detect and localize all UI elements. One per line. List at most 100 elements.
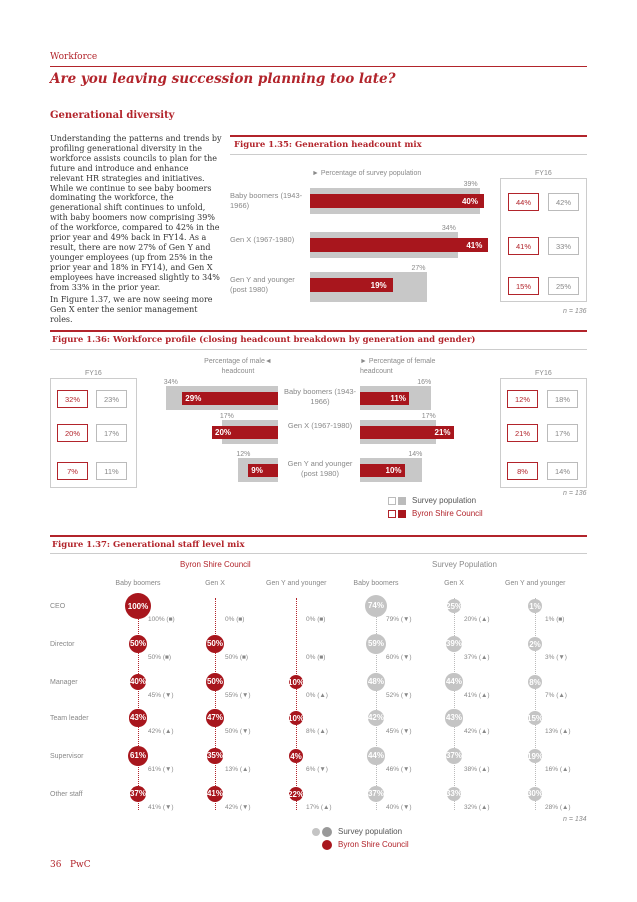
fig137-survey-sub: 16% (▲) (545, 766, 571, 773)
fig137-title: Figure 1.37: Generational staff level mi… (52, 540, 245, 550)
fig137-survey-sub: 38% (▲) (464, 766, 490, 773)
fig137-survey-bubble: 19% (527, 749, 543, 763)
body-para-1: Understanding the patterns and trends by… (50, 134, 222, 292)
fig137-council-bubble: 100% (125, 593, 151, 619)
fig137-rule (50, 535, 587, 537)
fig137-survey-sub: 45% (▼) (386, 728, 412, 735)
fig136-right-panel (500, 378, 587, 488)
fig135-fy-panel (500, 178, 587, 302)
fig136-legend-council-swatch2 (398, 510, 406, 518)
fig137-row-label: Supervisor (50, 753, 84, 760)
fig136-box-left-council: 32% (57, 390, 88, 408)
fig137-row-label: CEO (50, 603, 66, 610)
fig136-title: Figure 1.36: Workforce profile (closing … (52, 335, 476, 345)
fig136-box-left-survey: 17% (96, 424, 127, 442)
fig137-council-sub: 6% (▼) (306, 766, 328, 773)
fig137-survey-bubble: 2% (528, 637, 542, 651)
fig137-council-bubble: 10% (288, 711, 304, 725)
fig137-council-bubble: 41% (206, 785, 224, 803)
fig136-box-right-council: 21% (507, 424, 538, 442)
fig135-fy: FY16 (535, 170, 552, 177)
fig137-council-sub: 0% (■) (306, 654, 326, 661)
fig135-bar-council: 40% (310, 194, 484, 208)
fig136-row-label: Gen X (1967-1980) (287, 421, 353, 430)
fig135-row-label: Gen X (1967-1980) (230, 235, 295, 244)
fig136-box-right-survey: 17% (547, 424, 578, 442)
fig136-row-label: Baby boomers (1943-1966) (283, 387, 357, 406)
fig137-survey-sub: 1% (■) (545, 616, 565, 623)
fig137-survey-sub: 37% (▲) (464, 654, 490, 661)
fig136-fy-right: FY16 (535, 370, 552, 377)
fig135-rule (230, 135, 587, 137)
fig135-box-council: 41% (508, 237, 539, 255)
fig137-council-bubble: 47% (206, 709, 224, 727)
fig135-note: n = 136 (563, 308, 587, 315)
fig137-council-sub: 42% (▼) (225, 804, 251, 811)
fig137-survey-bubble: 43% (445, 709, 463, 727)
fig137-council-sub: 0% (▲) (306, 692, 328, 699)
fig137-row-label: Other staff (50, 791, 83, 798)
fig137-council-sub: 50% (▼) (225, 728, 251, 735)
fig137-legend-council-dot (322, 840, 332, 850)
fig137-survey-bubble: 37% (446, 748, 462, 764)
fig136-bar-male-council: 20% (212, 426, 278, 439)
fig137-council-sub: 41% (▼) (148, 804, 174, 811)
fig137-council-sub: 13% (▲) (225, 766, 251, 773)
fig137-note: n = 134 (563, 816, 587, 823)
fig137-row-label: Team leader (50, 715, 89, 722)
fig135-box-survey: 25% (548, 277, 579, 295)
fig137-column-header: Gen Y and younger (266, 580, 327, 587)
fig137-legend-survey-dot1 (312, 828, 320, 836)
fig137-survey-bubble: 37% (368, 786, 384, 802)
fig137-survey-sub: 42% (▲) (464, 728, 490, 735)
fig136-box-left-survey: 23% (96, 390, 127, 408)
fig136-female-survey-value: 16% (417, 379, 432, 386)
fig136-bar-male-council: 9% (248, 464, 278, 477)
fig136-fy-left: FY16 (85, 370, 102, 377)
fig135-bar-council: 41% (310, 238, 489, 252)
fig136-female-survey-value: 17% (421, 413, 436, 420)
fig136-bar-female-council: 10% (360, 464, 405, 477)
fig137-survey-sub: 52% (▼) (386, 692, 412, 699)
fig137-council-bubble: 61% (127, 745, 149, 767)
fig137-survey-sub: 3% (▼) (545, 654, 567, 661)
fig136-box-right-survey: 18% (547, 390, 578, 408)
fig135-survey-value: 39% (463, 181, 478, 188)
fig136-legend-survey-swatch2 (398, 497, 406, 505)
fig137-survey-sub: 60% (▼) (386, 654, 412, 661)
fig137-column-header: Baby boomers (115, 580, 161, 587)
fig135-axis-label: ► Percentage of survey population (312, 170, 422, 177)
fig137-survey-sub: 46% (▼) (386, 766, 412, 773)
fig137-survey-line (454, 598, 455, 810)
fig137-council-bubble: 50% (205, 634, 225, 654)
fig137-survey-bubble: 48% (366, 672, 385, 691)
fig137-survey-sub: 32% (▲) (464, 804, 490, 811)
fig137-survey-sub: 41% (▲) (464, 692, 490, 699)
fig136-female-label: ► Percentage of female headcount (360, 358, 436, 375)
fig137-row-label: Manager (50, 679, 78, 686)
fig137-council-bubble: 22% (288, 787, 304, 801)
fig137-survey-bubble: 44% (445, 673, 463, 691)
fig136-bar-female-council: 11% (360, 392, 409, 405)
fig137-survey-bubble: 30% (527, 786, 543, 802)
fig137-council-sub: 0% (■) (306, 616, 326, 623)
fig136-male-survey-value: 17% (219, 413, 234, 420)
fig135-row-label: Gen Y and younger (post 1980) (230, 275, 295, 294)
fig137-survey-bubble: 15% (527, 711, 543, 725)
fig137-legend-survey: Survey population (338, 827, 403, 836)
fig135-box-survey: 33% (548, 237, 579, 255)
fig136-box-right-survey: 14% (547, 462, 578, 480)
fig135-bar-council: 19% (310, 278, 393, 292)
fig137-council-sub: 50% (■) (225, 654, 249, 661)
fig137-survey-bubble: 1% (528, 599, 542, 613)
fig137-column-header: Baby boomers (353, 580, 399, 587)
fig137-council-line (138, 598, 139, 810)
fig137-survey-bubble: 25% (446, 599, 462, 613)
fig137-council-bubble: 43% (129, 709, 147, 727)
fig137-survey-sub: 7% (▲) (545, 692, 567, 699)
section-label: Workforce (50, 52, 98, 62)
fig137-survey-sub: 13% (▲) (545, 728, 571, 735)
fig137-rule-bottom (50, 553, 587, 554)
fig137-survey-sub: 20% (▲) (464, 616, 490, 623)
header-rule (50, 66, 587, 67)
